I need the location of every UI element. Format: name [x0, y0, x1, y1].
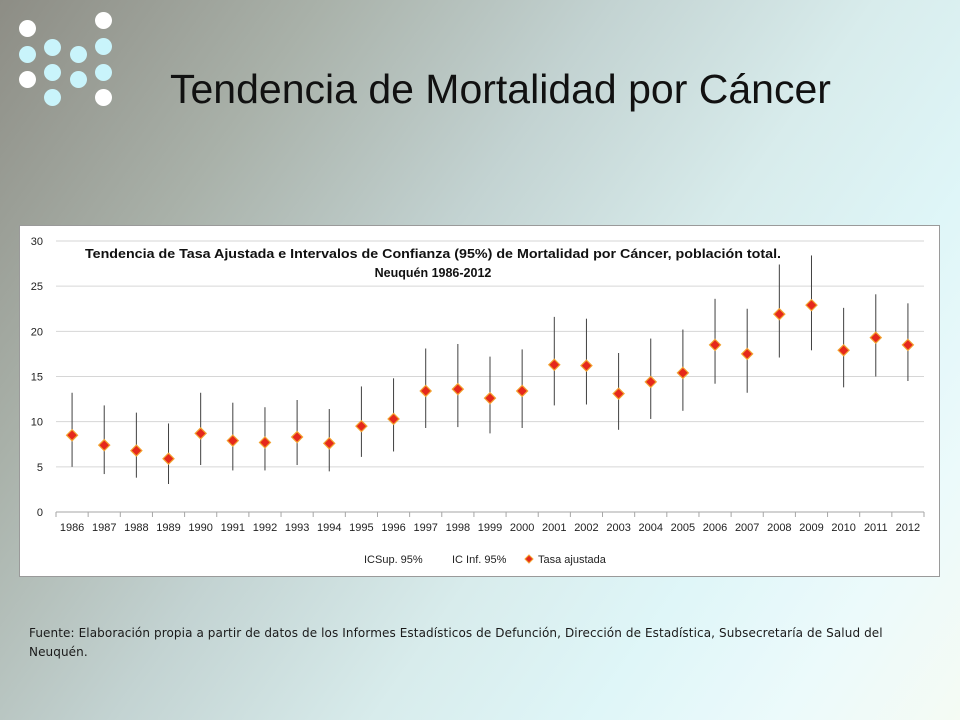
x-tick-label: 1990 [188, 522, 212, 534]
decor-dot [19, 71, 36, 88]
data-point-tasa [805, 298, 818, 312]
data-point-tasa [290, 430, 304, 444]
x-tick-label: 1993 [285, 522, 309, 534]
x-tick-label: 2006 [703, 522, 727, 534]
decor-dot [44, 64, 61, 81]
decor-dot [70, 46, 87, 63]
x-tick-label: 2010 [831, 522, 855, 534]
confidence-interval-chart: 0 5 10 15 20 25 30 1986 1987 1988 1989 1990 1991 1992… [31, 236, 925, 566]
x-tick-label: 2001 [542, 522, 566, 534]
data-point-tasa [901, 338, 915, 352]
legend-label: ICSup. 95% [364, 554, 423, 566]
data-point-tasa [226, 434, 240, 447]
data-point-tasa [869, 331, 883, 345]
data-point-tasa [162, 452, 175, 466]
decor-dot [95, 38, 112, 55]
data-point-tasa [580, 359, 593, 373]
data-point-tasa [355, 419, 368, 433]
x-tick-label: 2012 [896, 522, 920, 534]
x-tick-label: 2009 [799, 522, 823, 534]
decor-dot [19, 46, 36, 63]
x-tick-label: 2011 [864, 522, 888, 534]
x-tick-label: 1988 [124, 522, 148, 534]
x-tick-label: 1994 [317, 522, 341, 534]
data-point-tasa [644, 375, 658, 389]
data-point-tasa [65, 428, 79, 442]
data-point-tasa [322, 436, 336, 450]
data-point-tasa [837, 343, 850, 357]
data-point-tasa [387, 412, 400, 426]
y-tick-label: 5 [37, 462, 43, 474]
x-tick-label: 1992 [253, 522, 277, 534]
data-point-tasa [515, 384, 529, 398]
x-tick-label: 1999 [478, 522, 502, 534]
y-tick-label: 0 [37, 507, 43, 519]
decor-dot [95, 64, 112, 81]
decor-dot [19, 20, 36, 37]
x-tick-label: 2000 [510, 522, 534, 534]
x-tick-label: 1989 [156, 522, 180, 534]
data-point-tasa [676, 366, 690, 380]
data-point-tasa [708, 338, 722, 352]
decor-dot [44, 39, 61, 56]
data-point-tasa [772, 307, 786, 321]
legend-label: Tasa ajustada [538, 554, 607, 566]
data-point-tasa [419, 384, 433, 398]
x-tick-label: 2003 [606, 522, 630, 534]
x-tick-label: 1995 [349, 522, 373, 534]
decor-dot [44, 89, 61, 106]
x-tick-label: 1987 [92, 522, 116, 534]
x-tick-label: 2004 [638, 522, 662, 534]
y-tick-label: 25 [31, 281, 43, 293]
y-tick-label: 15 [31, 372, 43, 384]
data-point-tasa [483, 391, 497, 405]
data-point-tasa [194, 427, 208, 440]
decorative-dot-grid [0, 0, 130, 110]
x-tick-label: 2002 [574, 522, 598, 534]
x-tick-label: 2005 [671, 522, 695, 534]
y-tick-label: 20 [31, 326, 43, 338]
data-point-tasa [451, 382, 465, 396]
x-tick-label: 1991 [221, 522, 245, 534]
decor-dot [95, 12, 112, 29]
data-point-tasa [130, 444, 143, 457]
y-tick-label: 10 [31, 417, 43, 429]
source-note: Fuente: Elaboración propia a partir de d… [29, 626, 883, 659]
x-tick-label: 1996 [381, 522, 405, 534]
data-point-tasa [740, 347, 754, 361]
data-point-tasa [547, 358, 561, 372]
chart-container: 0 5 10 15 20 25 30 1986 1987 1988 1989 1990 1991 1992… [19, 225, 940, 577]
legend-marker [524, 554, 534, 564]
data-point-tasa [612, 387, 625, 401]
data-point-tasa [258, 436, 272, 449]
x-tick-label: 1998 [446, 522, 470, 534]
decor-dot [70, 71, 87, 88]
x-tick-label: 2007 [735, 522, 759, 534]
chart-title-line1: Tendencia de Tasa Ajustada e Intervalos … [85, 247, 781, 261]
chart-title-line2: Neuquén 1986-2012 [375, 266, 492, 280]
x-tick-label: 1986 [60, 522, 84, 534]
slide-title: Tendencia de Mortalidad por Cáncer [170, 66, 831, 112]
x-tick-label: 2008 [767, 522, 791, 534]
x-tick-label: 1997 [413, 522, 437, 534]
data-point-tasa [97, 438, 111, 452]
decor-dot [95, 89, 112, 106]
y-tick-label: 30 [31, 236, 43, 248]
legend-label: IC Inf. 95% [452, 554, 507, 566]
